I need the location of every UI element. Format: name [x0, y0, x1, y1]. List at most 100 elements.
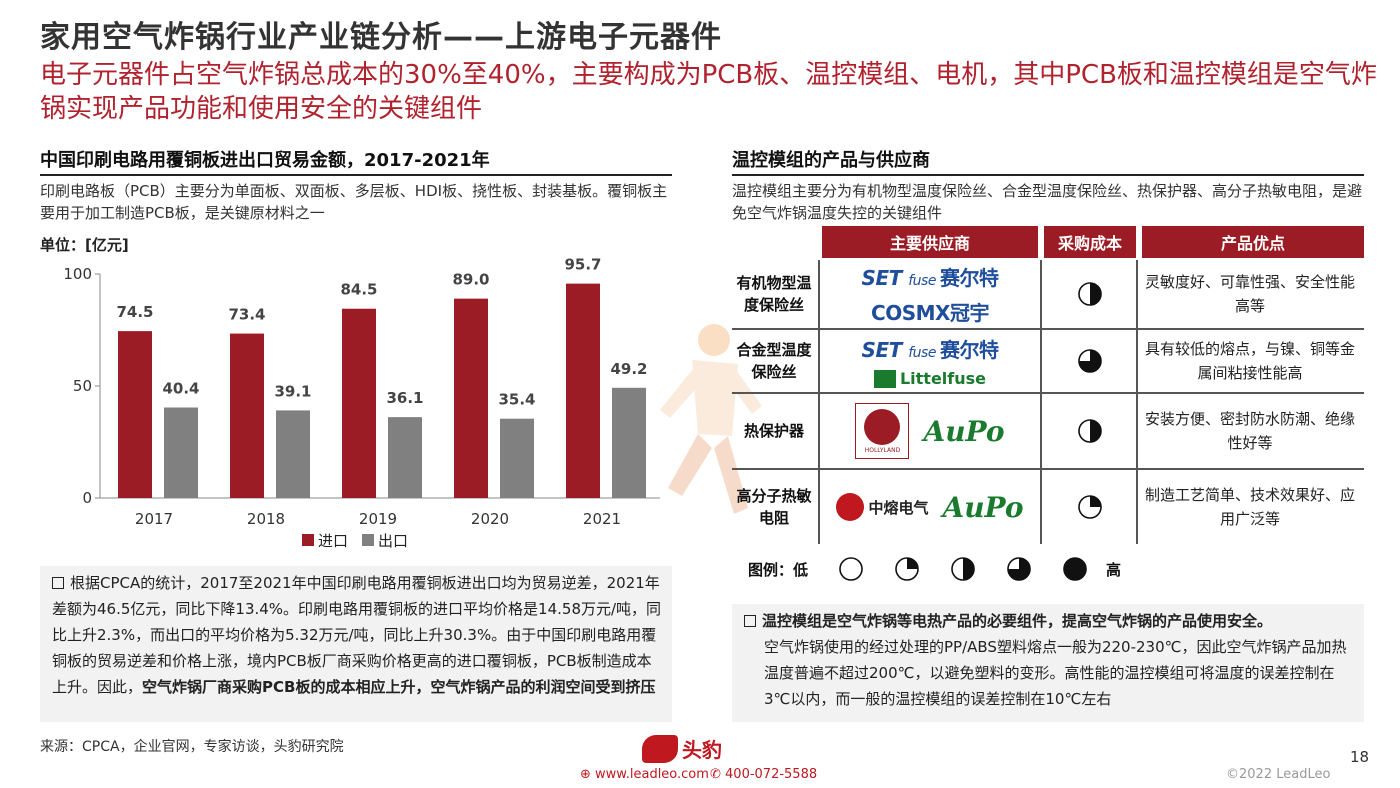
table-row: 有机物型温度保险丝 SET fuse 赛尔特 COSMX冠宇 灵敏度好、可靠性强、…	[732, 260, 1364, 330]
sinofuse-logo: 中熔电气	[836, 493, 928, 521]
cost-legend: 图例：低 高	[748, 556, 1121, 582]
data-label: 39.1	[274, 382, 311, 400]
data-label: 40.4	[162, 380, 199, 398]
left-bullet-text: 根据CPCA的统计，2017至2021年中国印刷电路用覆铜板进出口均为贸易逆差，…	[52, 574, 662, 696]
data-label: 89.0	[452, 271, 489, 289]
data-label: 73.4	[228, 306, 265, 324]
bar-出口-2018	[276, 410, 310, 498]
data-label: 84.5	[340, 281, 377, 299]
cosmx-logo: COSMX冠宇	[871, 301, 989, 325]
cost-level-icon	[1044, 470, 1136, 544]
row-label: 合金型温度保险丝	[736, 341, 812, 381]
table-divider	[818, 260, 820, 544]
legend-swatch	[362, 534, 374, 546]
bar-出口-2020	[500, 418, 534, 498]
supplier-logos: 中熔电气 AuPo	[822, 470, 1038, 544]
bar-进口-2018	[230, 333, 264, 498]
bar-出口-2021	[612, 387, 646, 498]
checkbox-bullet-icon	[52, 577, 64, 589]
set-fuse-logo: SET fuse 赛尔特	[861, 266, 999, 290]
page-subtitle: 电子元器件占空气炸锅总成本的30%至40%，主要构成为PCB板、温控模组、电机，…	[40, 60, 1377, 124]
data-label: 95.7	[564, 258, 601, 274]
bar-进口-2021	[566, 283, 600, 498]
row-label: 高分子热敏电阻	[736, 487, 812, 527]
page-title: 家用空气炸锅行业产业链分析——上游电子元器件	[40, 20, 722, 55]
y-tick-label: 0	[82, 489, 92, 507]
bar-出口-2019	[388, 417, 422, 498]
y-tick-label: 50	[73, 377, 92, 395]
page-number: 18	[1350, 748, 1370, 766]
legend-level-4-icon	[1063, 557, 1087, 581]
legend-low-label: 图例：低	[748, 560, 809, 579]
leadleo-logo: 头豹	[642, 734, 722, 763]
right-bullet-bold-text: 温控模组是空气炸锅等电热产品的必要组件，提高空气炸锅的产品使用安全。	[762, 612, 1273, 630]
left-section-title: 中国印刷电路用覆铜板进出口贸易金额，2017-2021年	[40, 150, 490, 171]
hollyland-logo: HOLLYLAND	[855, 403, 910, 459]
data-label: 49.2	[610, 360, 647, 378]
x-tick-label: 2021	[583, 510, 621, 528]
right-bullet-box: 温控模组是空气炸锅等电热产品的必要组件，提高空气炸锅的产品使用安全。 空气炸锅使…	[732, 604, 1364, 722]
row-advantage: 制造工艺简单、技术效果好、应用广泛等	[1144, 486, 1355, 528]
data-label: 35.4	[498, 391, 535, 409]
row-label: 有机物型温度保险丝	[736, 274, 812, 314]
leopard-logo-icon	[642, 734, 678, 763]
row-advantage: 具有较低的熔点，与镍、铜等金属间粘接性能高	[1144, 340, 1355, 382]
bar-进口-2020	[454, 298, 488, 498]
left-section-description: 印刷电路板（PCB）主要分为单面板、双面板、多层板、HDI板、挠性板、封装基板。…	[40, 182, 668, 222]
cost-level-icon	[1044, 330, 1136, 392]
cost-level-icon	[1044, 260, 1136, 328]
set-fuse-logo: SET fuse 赛尔特	[861, 338, 999, 362]
legend-level-3-icon	[1007, 557, 1031, 581]
x-tick-label: 2019	[359, 510, 397, 528]
aupo-logo: AuPo	[923, 414, 1005, 448]
bar-进口-2017	[118, 331, 152, 498]
table-header-cost: 采购成本	[1044, 226, 1136, 258]
footer-phone: ✆ 400-072-5588	[710, 767, 818, 782]
copyright-text: ©2022 LeadLeo	[1226, 767, 1331, 782]
bar-进口-2019	[342, 308, 376, 498]
supplier-logos: SET fuse 赛尔特 Littelfuse	[822, 330, 1038, 392]
right-bullet-text: 空气炸锅使用的经过处理的PP/ABS塑料熔点一般为220-230℃，因此空气炸锅…	[764, 638, 1347, 708]
x-tick-label: 2018	[247, 510, 285, 528]
table-divider	[1136, 260, 1138, 544]
bar-出口-2017	[164, 407, 198, 498]
aupo-logo: AuPo	[942, 490, 1024, 524]
legend-high-label: 高	[1106, 560, 1122, 579]
row-advantage: 安装方便、密封防水防潮、绝缘性好等	[1144, 410, 1355, 452]
data-label: 36.1	[386, 389, 423, 407]
table-header-suppliers: 主要供应商	[822, 226, 1038, 258]
footer-website-link[interactable]: ⊕ www.leadleo.com	[580, 767, 709, 782]
x-tick-label: 2017	[135, 510, 173, 528]
left-bullet-box: 根据CPCA的统计，2017至2021年中国印刷电路用覆铜板进出口均为贸易逆差，…	[40, 566, 672, 722]
legend-label: 进口	[318, 532, 348, 550]
row-label: 热保护器	[743, 422, 804, 440]
runner-watermark-icon	[660, 324, 762, 514]
table-row: 合金型温度保险丝 SET fuse 赛尔特 Littelfuse 具有较低的熔点，…	[732, 330, 1364, 394]
x-tick-label: 2020	[471, 510, 509, 528]
cost-level-icon	[1044, 394, 1136, 468]
row-advantage: 灵敏度好、可靠性强、安全性能高等	[1144, 273, 1355, 315]
legend-label: 出口	[378, 532, 408, 550]
trade-bar-chart: 0 50 100 74.5 40.4 2017 73.4 39.1 2018 84.5 36.1 20…	[63, 258, 660, 550]
left-bullet-bold-text: 空气炸锅厂商采购PCB板的成本相应上升，空气炸锅产品的利润空间受到挤压	[142, 678, 656, 696]
right-section-divider	[732, 174, 1364, 176]
legend-level-2-icon	[951, 557, 975, 581]
legend-level-0-icon	[839, 557, 863, 581]
checkbox-bullet-icon	[744, 615, 756, 627]
table-row: 高分子热敏电阻 中熔电气 AuPo 制造工艺简单、技术效果好、应用广泛等	[732, 470, 1364, 544]
right-section-description: 温控模组主要分为有机物型温度保险丝、合金型温度保险丝、热保护器、高分子热敏电阻，…	[732, 182, 1363, 222]
supplier-logos: HOLLYLAND AuPo	[822, 394, 1038, 468]
chart-unit-label: 单位：[亿元]	[40, 236, 129, 254]
source-note: 来源：CPCA，企业官网，专家访谈，头豹研究院	[40, 739, 344, 755]
y-tick-label: 100	[63, 265, 92, 283]
legend-level-1-icon	[895, 557, 919, 581]
left-section-divider	[40, 174, 672, 176]
table-row: 热保护器 HOLLYLAND AuPo 安装方便、密封防水防潮、绝缘性好等	[732, 394, 1364, 470]
right-section-title: 温控模组的产品与供应商	[732, 150, 930, 171]
data-label: 74.5	[116, 303, 153, 321]
legend-swatch	[302, 534, 314, 546]
supplier-logos: SET fuse 赛尔特 COSMX冠宇	[822, 260, 1038, 328]
littelfuse-logo: Littelfuse	[873, 369, 986, 388]
table-header-advantages: 产品优点	[1142, 226, 1364, 258]
table-divider	[1040, 260, 1042, 544]
